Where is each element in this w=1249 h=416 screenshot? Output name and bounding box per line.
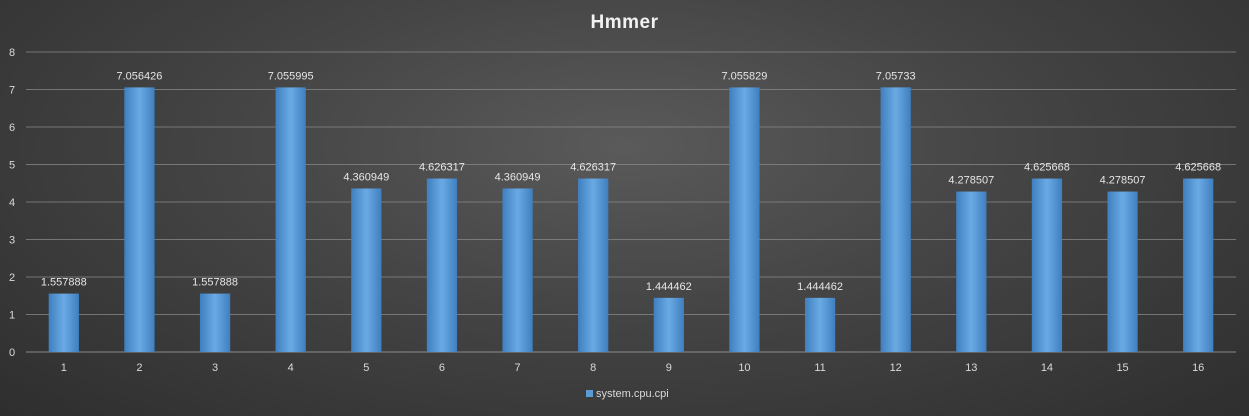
bar xyxy=(275,87,306,353)
data-label: 4.278507 xyxy=(948,175,994,187)
bar xyxy=(1031,178,1063,352)
x-tick-label: 3 xyxy=(212,362,218,374)
bar xyxy=(502,188,533,352)
bar xyxy=(48,293,79,352)
data-label: 4.626317 xyxy=(570,162,616,174)
y-tick-label: 4 xyxy=(9,197,15,209)
data-label: 4.626317 xyxy=(419,162,465,174)
y-tick-label: 7 xyxy=(9,85,15,97)
bar xyxy=(804,297,836,352)
y-tick-label: 3 xyxy=(9,235,15,247)
bar xyxy=(199,293,231,352)
y-tick-label: 2 xyxy=(9,272,15,284)
y-tick-label: 8 xyxy=(9,47,15,59)
chart-title: Hmmer xyxy=(590,12,659,33)
bar xyxy=(351,188,382,352)
x-tick-label: 16 xyxy=(1192,362,1204,374)
y-tick-label: 0 xyxy=(9,347,15,359)
y-tick-label: 5 xyxy=(9,160,15,172)
data-label: 4.278507 xyxy=(1100,175,1146,187)
data-label: 1.557888 xyxy=(41,277,87,289)
bars xyxy=(48,87,1214,353)
data-label: 1.444462 xyxy=(797,281,843,293)
data-label: 1.557888 xyxy=(192,277,238,289)
legend-label: system.cpu.cpi xyxy=(596,388,669,400)
data-label: 4.625668 xyxy=(1175,162,1221,174)
data-label: 4.625668 xyxy=(1024,162,1070,174)
data-labels: 1.557888 7.056426 1.557888 7.055995 4.360949… xyxy=(41,70,1221,292)
x-tick-label: 15 xyxy=(1116,362,1128,374)
legend[interactable]: system.cpu.cpi xyxy=(586,388,669,400)
x-tick-label: 13 xyxy=(965,362,977,374)
legend-swatch xyxy=(586,390,593,397)
x-axis-ticks: 1 2 3 4 5 6 7 8 9 10 11 12 13 14 15 16 xyxy=(61,362,1205,374)
bar xyxy=(124,87,155,352)
bar xyxy=(956,191,987,352)
data-label: 7.055829 xyxy=(721,70,767,82)
bar xyxy=(426,178,458,352)
bar xyxy=(729,87,760,353)
x-tick-label: 11 xyxy=(814,362,825,374)
x-tick-label: 9 xyxy=(666,362,672,374)
x-tick-label: 12 xyxy=(890,362,902,374)
x-tick-label: 10 xyxy=(738,362,750,374)
x-tick-label: 8 xyxy=(590,362,596,374)
bar xyxy=(880,87,911,352)
data-label: 4.360949 xyxy=(343,171,389,183)
data-label: 7.05733 xyxy=(876,70,916,82)
y-tick-label: 1 xyxy=(9,310,15,322)
bar xyxy=(1183,178,1214,352)
x-tick-label: 14 xyxy=(1041,362,1053,374)
x-tick-label: 5 xyxy=(363,362,369,374)
x-tick-label: 6 xyxy=(439,362,445,374)
bar xyxy=(653,297,684,352)
bar xyxy=(578,178,609,352)
x-tick-label: 2 xyxy=(136,362,142,374)
y-axis-ticks: 0 1 2 3 4 5 6 7 8 xyxy=(9,47,15,359)
x-tick-label: 1 xyxy=(61,362,67,374)
bar xyxy=(1107,191,1138,352)
x-tick-label: 4 xyxy=(288,362,294,374)
data-label: 1.444462 xyxy=(646,281,692,293)
data-label: 4.360949 xyxy=(495,171,541,183)
data-label: 7.055995 xyxy=(268,70,314,82)
x-tick-label: 7 xyxy=(515,362,521,374)
data-label: 7.056426 xyxy=(116,70,162,82)
y-tick-label: 6 xyxy=(9,122,15,134)
